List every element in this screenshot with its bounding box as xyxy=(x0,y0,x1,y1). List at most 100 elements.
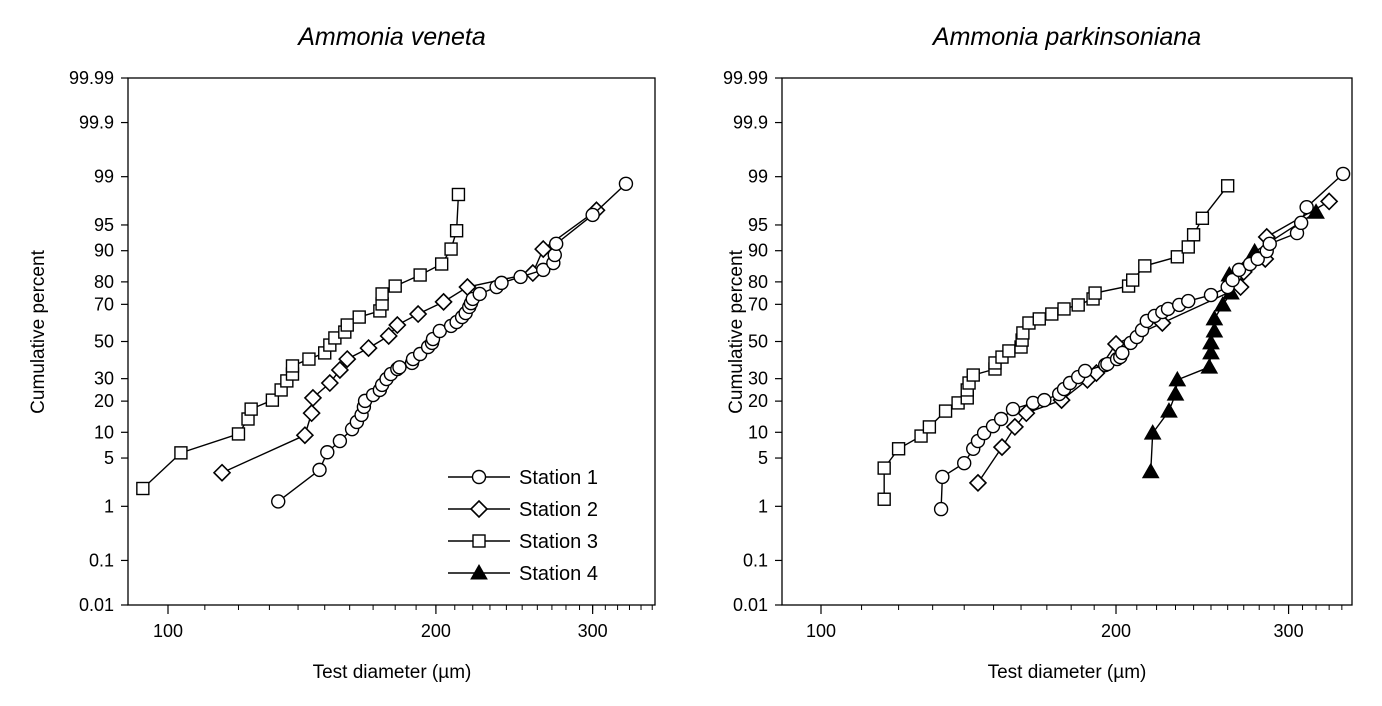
legend-label: Station 3 xyxy=(519,531,598,553)
legend-item: Station 2 xyxy=(448,499,598,521)
data-point-triangle xyxy=(1200,358,1219,374)
data-point-circle xyxy=(471,469,487,485)
y-tick-label: 99 xyxy=(94,167,114,187)
data-point-square xyxy=(285,359,300,373)
data-point-triangle xyxy=(1168,370,1187,387)
data-point-circle xyxy=(332,433,348,449)
data-point-diamond xyxy=(1320,192,1339,211)
data-point-square xyxy=(1126,273,1140,287)
y-tick-label: 30 xyxy=(748,369,768,389)
legend-label: Station 1 xyxy=(519,467,598,489)
y-tick-label: 1 xyxy=(104,496,114,516)
data-point-square xyxy=(340,318,354,332)
data-point-square xyxy=(244,402,258,416)
y-axis-label: Cumulative percent xyxy=(28,249,49,413)
y-tick-label: 10 xyxy=(748,422,768,442)
data-point-square xyxy=(1170,250,1185,264)
data-point-square xyxy=(891,442,906,456)
data-point-square xyxy=(352,310,366,324)
data-point-circle xyxy=(1037,392,1052,408)
y-tick-label: 99.9 xyxy=(733,113,768,133)
x-tick-label: 300 xyxy=(578,621,608,641)
data-point-square xyxy=(302,352,316,366)
y-tick-label: 0.1 xyxy=(743,550,768,570)
x-axis-label: Test diameter (µm) xyxy=(988,662,1147,683)
data-point-square xyxy=(388,279,402,293)
y-tick-label: 80 xyxy=(94,272,114,292)
data-point-circle xyxy=(1077,363,1093,379)
data-point-square xyxy=(1071,298,1085,312)
data-point-circle xyxy=(1005,401,1021,417)
series-station-3 xyxy=(136,187,466,496)
data-point-square xyxy=(1045,307,1059,321)
plot-frame xyxy=(781,77,1353,606)
data-point-square xyxy=(922,420,937,434)
data-point-circle xyxy=(1293,215,1309,231)
data-point-square xyxy=(375,287,389,301)
data-point-square xyxy=(444,242,458,256)
y-tick-label: 90 xyxy=(748,241,768,261)
data-point-circle xyxy=(1262,236,1277,252)
legend-item: Station 3 xyxy=(448,531,598,553)
data-point-circle xyxy=(1181,293,1196,309)
data-point-square xyxy=(1002,344,1016,358)
data-point-square xyxy=(136,481,150,496)
y-tick-label: 5 xyxy=(104,448,114,468)
data-point-diamond xyxy=(388,315,407,335)
data-point-diamond xyxy=(1005,417,1025,437)
series-station-2 xyxy=(212,201,606,482)
data-point-triangle xyxy=(1202,333,1220,350)
y-tick-label: 70 xyxy=(94,294,114,314)
y-tick-label: 1 xyxy=(758,496,768,516)
x-tick-label: 200 xyxy=(1101,621,1131,641)
chart-title: Ammonia parkinsoniana xyxy=(931,23,1201,51)
data-point-square xyxy=(1032,312,1046,326)
series-station-3 xyxy=(877,179,1235,506)
data-point-diamond xyxy=(330,360,350,380)
y-tick-label: 50 xyxy=(94,332,114,352)
data-point-circle xyxy=(1250,251,1265,267)
data-point-square xyxy=(1220,179,1235,193)
data-point-circle xyxy=(935,469,950,485)
data-point-square xyxy=(1057,302,1071,316)
data-point-square xyxy=(451,187,466,202)
data-point-circle xyxy=(1203,287,1219,303)
data-point-triangle xyxy=(1205,309,1224,326)
data-point-square xyxy=(877,492,891,506)
data-point-square xyxy=(877,461,891,475)
data-point-square xyxy=(434,257,449,271)
y-tick-label: 10 xyxy=(94,422,114,442)
y-tick-label: 0.01 xyxy=(79,595,114,615)
y-tick-label: 80 xyxy=(748,272,768,292)
y-tick-label: 0.1 xyxy=(89,550,114,570)
data-point-triangle xyxy=(1143,424,1162,440)
data-point-circle xyxy=(312,462,327,478)
series-line xyxy=(142,194,460,490)
data-point-circle xyxy=(957,455,972,471)
x-tick-label: 100 xyxy=(153,621,183,641)
data-point-triangle xyxy=(1213,295,1232,312)
data-point-diamond xyxy=(359,338,378,358)
data-point-triangle xyxy=(470,563,488,580)
data-point-circle xyxy=(548,236,564,252)
data-point-circle xyxy=(1225,272,1240,288)
y-tick-label: 20 xyxy=(748,391,768,411)
data-point-circle xyxy=(933,501,949,517)
data-point-square xyxy=(1088,286,1102,300)
data-point-circle xyxy=(271,494,286,509)
data-point-diamond xyxy=(434,292,453,312)
data-point-circle xyxy=(585,207,600,223)
data-point-diamond xyxy=(320,373,339,393)
data-point-circle xyxy=(513,269,528,285)
data-point-diamond xyxy=(408,304,428,324)
y-tick-label: 95 xyxy=(748,215,768,235)
data-point-triangle xyxy=(1141,462,1160,479)
data-point-circle xyxy=(472,286,487,302)
y-tick-label: 99.99 xyxy=(69,68,114,88)
data-point-circle xyxy=(320,445,335,460)
data-point-square xyxy=(1181,240,1195,254)
legend: Station 1 Station 2 Station 3 Station 4 xyxy=(448,467,598,585)
data-point-circle xyxy=(494,275,509,291)
x-tick-label: 200 xyxy=(421,621,451,641)
data-point-diamond xyxy=(295,426,315,445)
